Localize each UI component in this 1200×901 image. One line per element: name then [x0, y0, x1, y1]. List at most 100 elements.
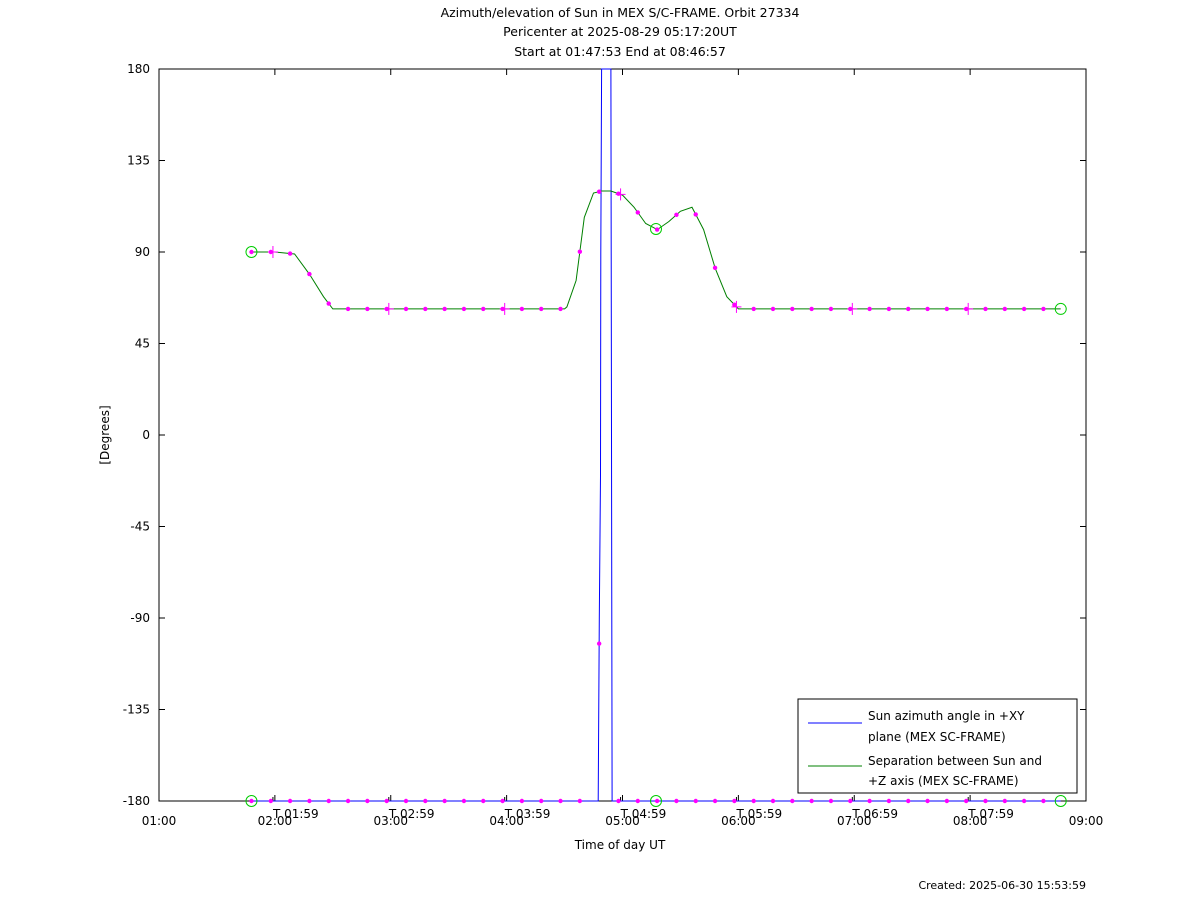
- y-tick-label-0: 180: [127, 62, 150, 76]
- y-tick-label-5: -45: [130, 520, 150, 534]
- legend-box: [797, 698, 1078, 794]
- x-tick-label-2: 03:00: [373, 814, 408, 828]
- sample-dot-1-2: [287, 251, 293, 256]
- legend-label-azimuth-line-2: plane (MEX SC-FRAME): [868, 730, 1006, 744]
- sample-dot-0-19: [616, 798, 621, 804]
- event-circle-2-0: [1054, 795, 1067, 807]
- sample-dot-0-1: [268, 798, 273, 804]
- sample-dot-1-19: [616, 191, 621, 196]
- sample-dot-1-6: [365, 306, 370, 312]
- sample-dot-1-27: [770, 306, 776, 312]
- sample-dot-0-25: [732, 798, 737, 804]
- legend: Sun azimuth angle in +XY plane (MEX SC-F…: [797, 698, 1078, 794]
- sample-dot-0-23: [693, 798, 698, 804]
- secondary-time-label-3: T 04:59: [620, 807, 667, 821]
- sample-dot-0-22: [674, 798, 679, 804]
- sample-dot-1-20: [635, 210, 640, 215]
- secondary-time-label-6: T 07:59: [967, 807, 1014, 821]
- event-circle-0-0: [245, 795, 258, 807]
- sample-dot-1-17: [577, 249, 583, 254]
- axis-tick-labels: 01:00 02:00 03:00 04:00 05:00 06:00 07:00 08:00…: [123, 62, 1104, 828]
- sample-dot-1-5: [345, 306, 351, 312]
- sample-dot-1-40: [1021, 306, 1027, 312]
- sample-dot-1-9: [423, 306, 428, 312]
- sample-dot-1-8: [403, 306, 409, 312]
- sample-dot-0-38: [983, 798, 988, 804]
- sample-dot-0-7: [384, 798, 389, 804]
- sample-marks: [245, 188, 1067, 807]
- sample-dot-1-15: [539, 306, 544, 312]
- sample-dot-1-29: [809, 306, 814, 312]
- x-tick-label-3: 04:00: [489, 814, 524, 828]
- sample-dot-1-0: [249, 249, 254, 255]
- sample-dot-0-31: [848, 798, 853, 804]
- legend-label-azimuth-line-1: Sun azimuth angle in +XY: [868, 709, 1025, 723]
- axis-ticks: [158, 68, 1087, 802]
- legend-label-separation-line-1: Separation between Sun and: [868, 754, 1042, 768]
- sample-dot-1-34: [906, 306, 911, 312]
- sample-dot-0-27: [770, 798, 776, 804]
- sample-dot-1-18: [596, 189, 602, 194]
- sample-dot-0-39: [1002, 798, 1008, 804]
- sample-dot-0-29: [809, 798, 814, 804]
- sample-dot-1-3: [307, 271, 312, 277]
- sample-dot-0-41: [1041, 798, 1046, 804]
- sample-dot-1-24: [712, 265, 718, 271]
- legend-label-separation-line-2: +Z axis (MEX SC-FRAME): [868, 774, 1019, 788]
- x-tick-label-8: 09:00: [1069, 814, 1104, 828]
- sample-dot-1-32: [867, 306, 872, 312]
- x-tick-label-4: 05:00: [605, 814, 640, 828]
- chart-title-line-1: Azimuth/elevation of Sun in MEX S/C-FRAM…: [441, 5, 800, 20]
- sample-dot-0-10: [442, 798, 447, 804]
- x-tick-label-0: 01:00: [142, 814, 177, 828]
- secondary-time-label-2: T 03:59: [504, 807, 551, 821]
- sample-dot-0-26: [751, 798, 756, 804]
- event-circle-1-0: [649, 795, 662, 807]
- sample-dot-0-13: [500, 798, 505, 804]
- sample-dot-0-32: [867, 798, 872, 804]
- y-tick-label-4: 0: [142, 428, 150, 442]
- sample-dot-1-30: [828, 306, 834, 312]
- sample-dot-0-3: [307, 798, 312, 804]
- y-tick-label-8: -180: [123, 794, 150, 808]
- secondary-time-label-0: T 01:59: [272, 807, 319, 821]
- sample-dot-0-30: [828, 798, 834, 804]
- x-tick-label-1: 02:00: [258, 814, 293, 828]
- sample-dot-0-16: [558, 798, 563, 804]
- sample-dot-0-20: [635, 798, 640, 804]
- sample-dot-1-38: [983, 306, 988, 312]
- sample-dot-0-35: [925, 798, 930, 804]
- sample-dot-0-33: [886, 798, 892, 804]
- chart-title-line-2: Pericenter at 2025-08-29 05:17:20UT: [503, 24, 737, 39]
- x-axis-label: Time of day UT: [574, 838, 666, 852]
- sample-dot-1-35: [925, 306, 930, 312]
- created-footer: Created: 2025-06-30 15:53:59: [918, 879, 1086, 892]
- event-circle-1-1: [649, 222, 662, 235]
- sample-dot-0-40: [1021, 798, 1027, 804]
- plot-area: 01:00 02:00 03:00 04:00 05:00 06:00 07:00 08:00…: [123, 62, 1104, 828]
- sample-dot-0-37: [963, 798, 969, 804]
- sample-dot-0-9: [423, 798, 428, 804]
- sample-dot-0-21: [654, 798, 660, 804]
- sample-dot-1-39: [1002, 306, 1008, 312]
- y-tick-label-2: 90: [135, 245, 150, 259]
- sample-dot-0-2: [287, 798, 293, 804]
- sample-dot-0-17: [577, 798, 583, 804]
- sample-dot-1-22: [674, 212, 679, 218]
- y-axis-label: [Degrees]: [98, 405, 112, 464]
- sample-dot-1-14: [519, 306, 525, 312]
- sample-dot-0-18: [596, 641, 602, 646]
- sample-dot-0-8: [403, 798, 409, 804]
- x-tick-label-6: 07:00: [837, 814, 872, 828]
- sample-dot-1-16: [558, 306, 563, 312]
- event-circle-2-1: [1054, 302, 1067, 315]
- y-tick-label-1: 135: [127, 154, 150, 168]
- sample-dot-1-23: [693, 212, 698, 217]
- sample-dot-0-11: [461, 798, 467, 804]
- chart-title-line-3: Start at 01:47:53 End at 08:46:57: [514, 44, 726, 59]
- sample-dot-0-6: [365, 798, 370, 804]
- y-tick-label-3: 45: [135, 337, 150, 351]
- sample-dot-1-26: [751, 306, 756, 312]
- sample-dot-1-12: [481, 306, 486, 312]
